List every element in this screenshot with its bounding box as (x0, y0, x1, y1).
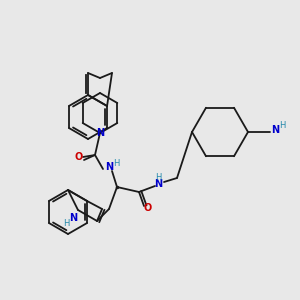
Text: H: H (63, 220, 69, 229)
Text: O: O (144, 203, 152, 213)
Text: N: N (271, 125, 279, 135)
Text: O: O (75, 152, 83, 162)
Text: H: H (155, 172, 161, 182)
Text: H: H (113, 160, 119, 169)
Text: N: N (154, 179, 162, 189)
Text: N: N (96, 128, 104, 138)
Text: H: H (279, 122, 285, 130)
Text: N: N (69, 213, 77, 223)
Text: N: N (105, 162, 113, 172)
